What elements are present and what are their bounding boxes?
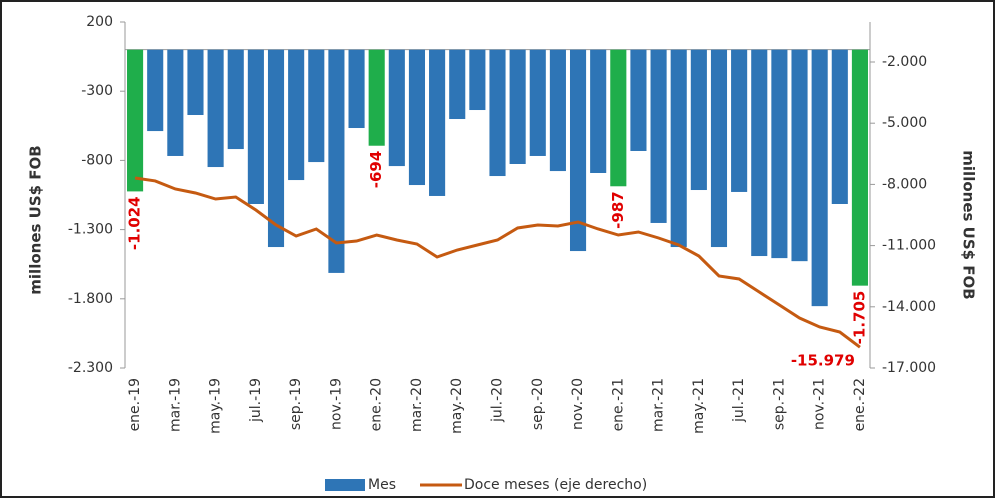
bar <box>489 49 506 177</box>
x-tick-label: ene.-20 <box>369 378 385 431</box>
y-axis-label: millones US$ FOB <box>27 145 45 294</box>
x-tick-label: nov.-19 <box>328 378 344 430</box>
bar <box>348 49 365 129</box>
y-tick-label: 200 <box>86 14 113 30</box>
x-tick-label: jul.-21 <box>731 378 747 423</box>
y2-tick-label: -5.000 <box>882 115 927 131</box>
x-tick-label: ene.-19 <box>127 378 143 431</box>
y-tick-label: -800 <box>81 152 113 168</box>
bar <box>529 49 546 156</box>
bar <box>147 49 164 132</box>
bar <box>690 49 707 191</box>
x-tick-label: jul.-20 <box>490 378 506 423</box>
bar <box>831 49 848 204</box>
bar <box>388 49 405 167</box>
x-tick-label: mar.-19 <box>167 378 183 432</box>
bar <box>187 49 204 116</box>
bar <box>509 49 526 164</box>
bar <box>851 49 868 286</box>
bar <box>811 49 828 307</box>
bar <box>710 49 728 248</box>
bar <box>328 49 345 273</box>
y-tick-label: -1.800 <box>68 291 113 307</box>
x-tick-label: nov.-21 <box>812 378 828 430</box>
y-tick-label: -1.300 <box>68 222 113 238</box>
bar <box>408 49 426 186</box>
bar <box>167 49 184 156</box>
bar <box>449 49 466 120</box>
y-tick-label: -2.300 <box>68 360 113 376</box>
y2-tick-label: -14.000 <box>882 299 936 315</box>
bar <box>569 49 587 252</box>
x-tick-label: mar.-20 <box>409 378 425 432</box>
bar <box>469 49 486 111</box>
y2-tick-label: -11.000 <box>882 238 936 254</box>
x-tick-label: sep.-19 <box>288 378 304 430</box>
x-tick-label: ene.-22 <box>852 378 868 431</box>
bar <box>650 49 667 223</box>
bar <box>791 49 808 262</box>
x-tick-label: sep.-21 <box>771 378 787 430</box>
legend-label: Mes <box>368 477 396 493</box>
x-tick-label: may.-20 <box>449 378 465 434</box>
bar <box>771 49 788 259</box>
bar <box>227 49 244 150</box>
x-tick-label: sep.-20 <box>530 378 546 430</box>
x-tick-label: ene.-21 <box>610 378 626 431</box>
bar <box>429 49 446 196</box>
bar <box>610 49 627 187</box>
bar <box>670 49 687 248</box>
bar <box>368 49 385 146</box>
y2-tick-label: -2.000 <box>882 54 927 70</box>
data-label: -15.979 <box>791 352 855 370</box>
bar <box>127 49 144 192</box>
bar <box>207 49 224 168</box>
data-label: -1.705 <box>850 291 868 345</box>
line <box>134 176 861 349</box>
bar <box>590 49 607 173</box>
legend-label: Doce meses (eje derecho) <box>464 477 647 493</box>
x-tick-label: may.-21 <box>691 378 707 434</box>
legend-swatch <box>325 479 365 491</box>
bar <box>731 49 748 192</box>
bar <box>549 49 566 172</box>
bar <box>267 49 285 248</box>
y2-axis-label: millones US$ FOB <box>960 150 978 299</box>
x-tick-label: mar.-21 <box>651 378 667 432</box>
data-label: -987 <box>609 191 627 229</box>
bar <box>751 49 768 257</box>
bar <box>308 49 325 163</box>
x-tick-label: nov.-20 <box>570 378 586 430</box>
x-tick-label: may.-19 <box>208 378 224 434</box>
y-tick-label: -300 <box>81 83 113 99</box>
bar <box>288 49 305 181</box>
bar <box>630 49 647 151</box>
y2-tick-label: -8.000 <box>882 176 927 192</box>
data-label: -1.024 <box>126 196 144 250</box>
x-tick-label: jul.-19 <box>248 378 264 423</box>
bar <box>247 49 264 204</box>
y2-tick-label: -17.000 <box>882 360 936 376</box>
data-label: -694 <box>367 151 385 189</box>
